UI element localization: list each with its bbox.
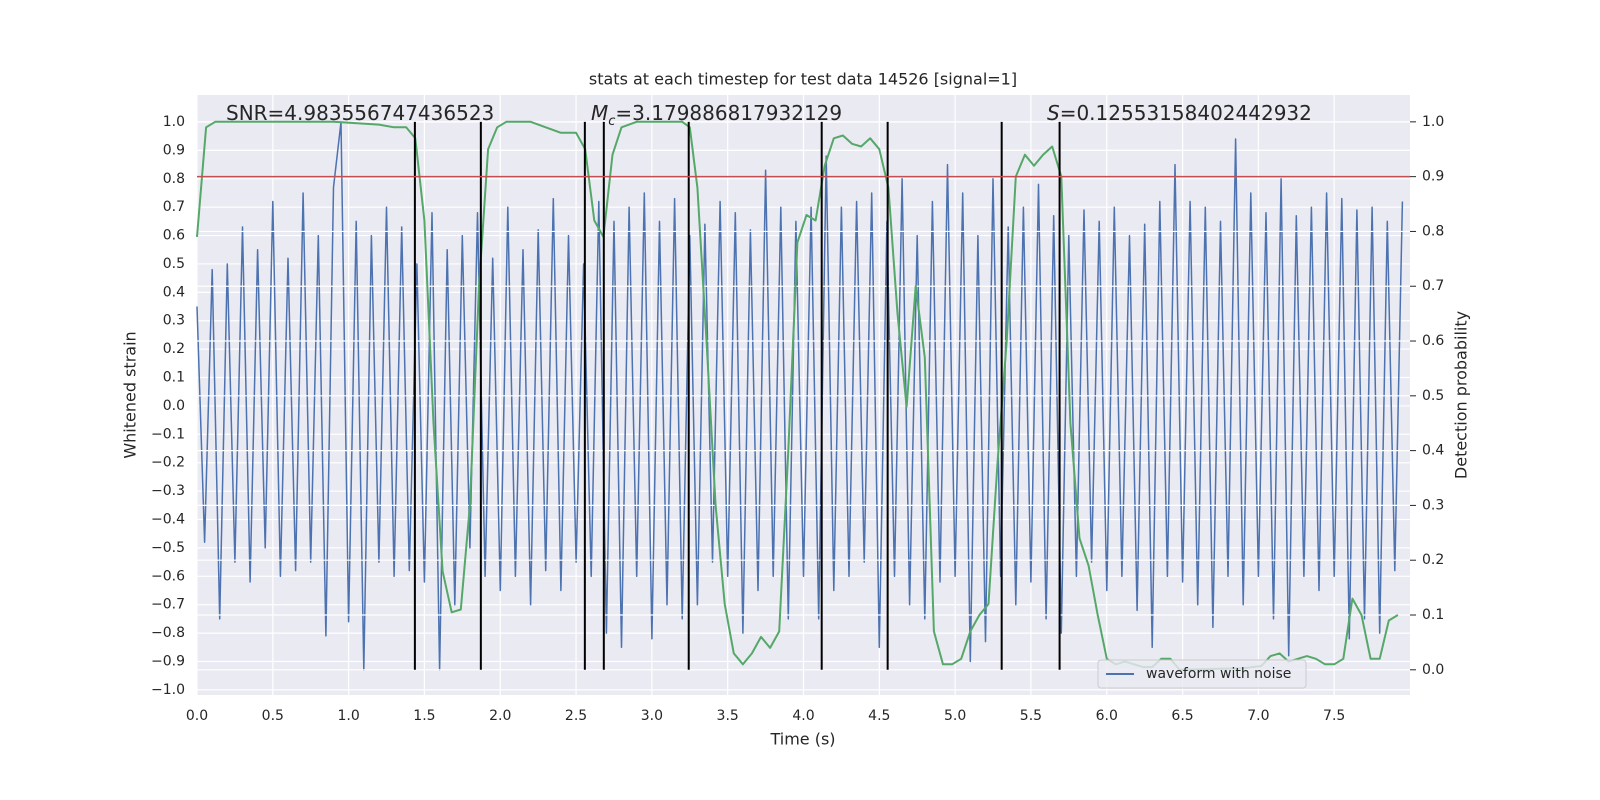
y-axis-label: Whitened strain [121,331,140,458]
x-tick-label: 5.5 [1020,708,1042,724]
y2-tick-label: 0.6 [1422,333,1444,349]
y-tick-label: 0.8 [163,171,185,187]
x-tick-label: 7.0 [1247,708,1269,724]
annotation: Mc=3.179886817932129 [591,101,842,130]
x-tick-label: 6.0 [1096,708,1118,724]
y2-tick-label: 0.8 [1422,223,1444,239]
y2-tick-label: 0.9 [1422,169,1444,185]
y-tick-label: −0.9 [151,653,185,669]
y2-tick-label: 0.3 [1422,497,1444,513]
annotation-text: SNR=4.983556747436523 [226,101,494,125]
y-tick-label: 0.1 [163,370,185,386]
legend-label: waveform with noise [1146,666,1291,682]
y-tick-label: −0.5 [151,540,185,556]
y-tick-label: −0.6 [151,568,185,584]
annotation-text: =3.179886817932129 [615,101,842,125]
waveform-line [196,121,1404,671]
y2-tick-label: 0.0 [1422,662,1444,678]
x-tick-label: 0.5 [262,708,284,724]
annotation: S=0.12553158402442932 [1047,101,1312,125]
y2-tick-label: 0.5 [1422,388,1444,404]
annotation-symbol: S [1047,101,1060,125]
y2-tick-label: 0.7 [1422,278,1444,294]
x-tick-label: 2.0 [489,708,511,724]
y2-axis-label: Detection probability [1452,311,1471,479]
y-tick-label: 0.5 [163,256,185,272]
y2-tick-label: 0.2 [1422,552,1444,568]
y-tick-label: 0.0 [163,398,185,414]
legend-box [1097,659,1307,689]
annotation-subscript: c [608,114,615,129]
x-tick-label: 3.0 [641,708,663,724]
y-tick-label: −0.7 [151,597,185,613]
y-tick-label: 0.3 [163,313,185,329]
y-tick-label: 0.2 [163,341,185,357]
x-tick-label: 2.5 [565,708,587,724]
x-tick-label: 4.5 [868,708,890,724]
y-tick-label: −0.2 [151,455,185,471]
chart-title: stats at each timestep for test data 145… [589,70,1017,89]
y-tick-label: −0.3 [151,483,185,499]
y-tick-label: −0.1 [151,426,185,442]
y-tick-label: −1.0 [151,682,185,698]
y2-tick-label: 0.4 [1422,443,1444,459]
x-tick-label: 0.0 [186,708,208,724]
x-tick-label: 4.0 [792,708,814,724]
y2-tick-label: 0.1 [1422,607,1444,623]
y-tick-label: 0.9 [163,142,185,158]
x-tick-label: 1.5 [413,708,435,724]
x-tick-label: 6.5 [1171,708,1193,724]
y-tick-label: 0.7 [163,199,185,215]
x-tick-label: 3.5 [717,708,739,724]
y-tick-label: −0.8 [151,625,185,641]
y-tick-label: 0.6 [163,228,185,244]
y-tick-label: −0.4 [151,512,185,528]
y-tick-label: 1.0 [163,114,185,130]
y2-tick-label: 1.0 [1422,114,1444,130]
annotation-text: =0.12553158402442932 [1060,101,1312,125]
annotation: SNR=4.983556747436523 [226,101,494,125]
y-tick-label: 0.4 [163,284,185,300]
annotation-symbol: M [591,101,608,125]
x-axis-label: Time (s) [769,730,835,749]
x-tick-label: 5.0 [944,708,966,724]
x-tick-label: 1.0 [337,708,359,724]
x-tick-label: 7.5 [1323,708,1345,724]
